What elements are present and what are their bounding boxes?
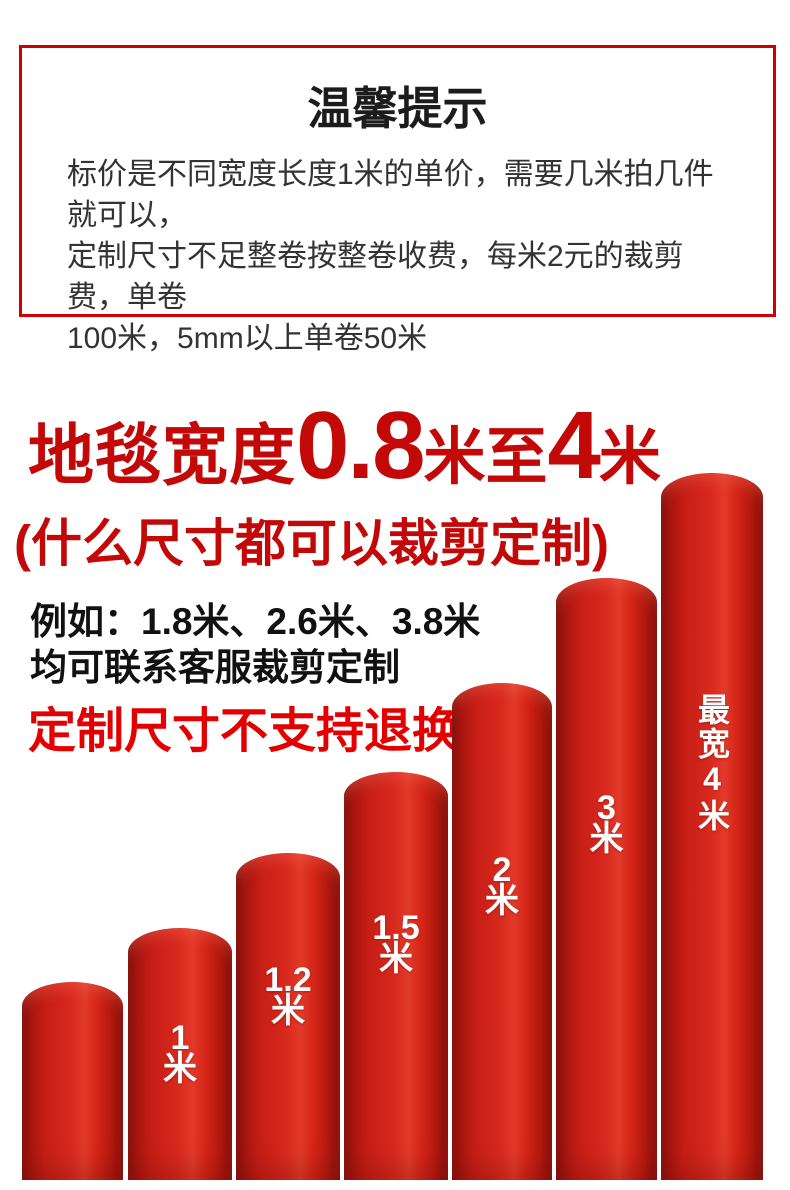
roll-width-label: 3 米 — [589, 789, 624, 858]
headline-max-width: 4 — [547, 392, 600, 499]
headline-middle: 米至 — [423, 423, 548, 492]
carpet-roll-2m: 2 米 — [452, 683, 552, 1180]
roll-width-label: 1.2 米 — [264, 961, 312, 1030]
carpet-roll-1-5m: 1.5 米 — [344, 772, 448, 1180]
headline-min-width: 0.8 — [296, 392, 425, 499]
example-lines: 例如：1.8米、2.6米、3.8米 均可联系客服裁剪定制 — [30, 599, 480, 691]
no-return-warning: 定制尺寸不支持退换货 — [28, 705, 509, 758]
notice-box: 温馨提示 标价是不同宽度长度1米的单价，需要几米拍几件就可以， 定制尺寸不足整卷… — [19, 45, 776, 355]
example-line-1: 例如：1.8米、2.6米、3.8米 — [30, 601, 481, 642]
headline-subtitle: (什么尺寸都可以裁剪定制) — [14, 515, 609, 572]
notice-line-3: 100米，5mm以上单卷50米 — [67, 321, 428, 355]
headline-width-range: 地毯宽度0.8米至4米 — [28, 398, 661, 494]
roll-width-label: 1.5 米 — [372, 909, 420, 978]
carpet-roll-3m: 3 米 — [556, 578, 657, 1180]
headline-unit: 米 — [598, 423, 661, 492]
notice-title: 温馨提示 — [307, 83, 488, 134]
carpet-roll-1-2m: 1.2 米 — [236, 853, 340, 1180]
carpet-roll-4m: 最宽4米 — [661, 473, 763, 1180]
notice-body: 标价是不同宽度长度1米的单价，需要几米拍几件就可以， 定制尺寸不足整卷按整卷收费… — [67, 154, 737, 359]
notice-line-1: 标价是不同宽度长度1米的单价，需要几米拍几件就可以， — [67, 157, 714, 232]
carpet-roll-0-8m — [22, 982, 123, 1180]
carpet-roll-1m: 1 米 — [128, 928, 232, 1180]
roll-width-label: 2 米 — [485, 851, 519, 920]
headline-prefix: 地毯宽度 — [28, 418, 296, 492]
roll-width-label: 1 米 — [163, 1019, 197, 1088]
roll-width-label-max: 最宽4米 — [694, 693, 730, 833]
example-line-2: 均可联系客服裁剪定制 — [30, 647, 400, 688]
notice-line-2: 定制尺寸不足整卷按整卷收费，每米2元的裁剪费，单卷 — [67, 239, 684, 314]
